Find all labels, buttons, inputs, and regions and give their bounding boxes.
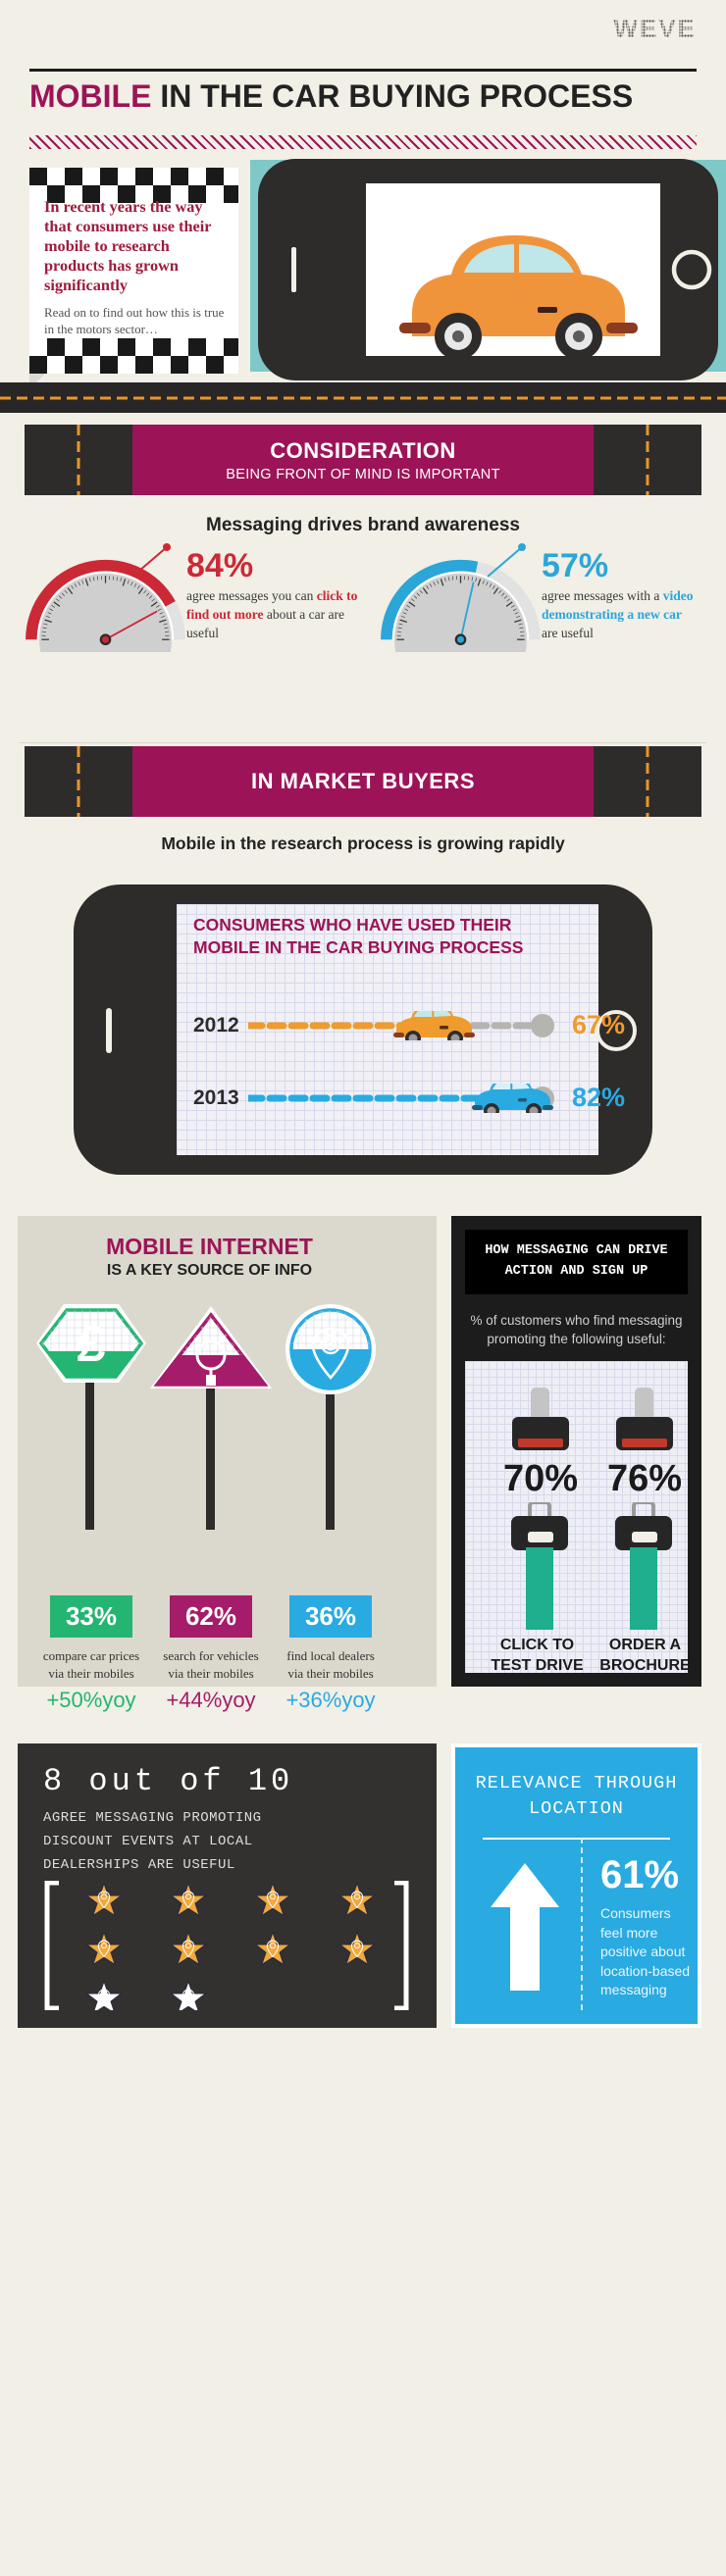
svg-text:£: £: [78, 1316, 106, 1373]
